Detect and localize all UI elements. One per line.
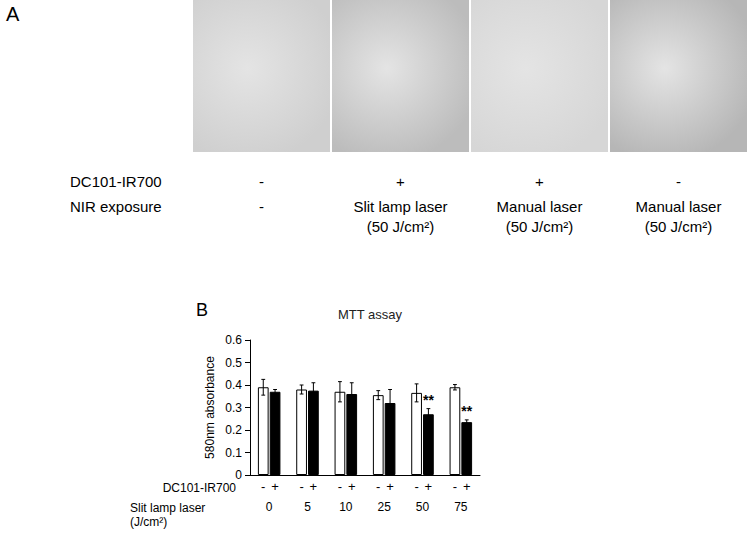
svg-text:0: 0	[266, 500, 273, 514]
svg-text:0.4: 0.4	[225, 378, 242, 392]
html-text:Manual laser (50 J/cm²): Manual laser (50 J/cm²)	[496, 198, 583, 235]
svg-text:-: -	[261, 479, 265, 494]
svg-text:25: 25	[377, 500, 391, 514]
html-text:Slit lamp laser (50 J/cm²): Slit lamp laser (50 J/cm²)	[353, 198, 448, 235]
svg-text:-: -	[376, 479, 380, 494]
svg-text:+: +	[348, 479, 356, 494]
svg-text:MTT assay: MTT assay	[338, 307, 403, 322]
svg-text:-: -	[414, 479, 418, 494]
svg-text:+: +	[425, 479, 433, 494]
svg-text:-: -	[453, 479, 457, 494]
html-text:DC101-IR700: DC101-IR700	[70, 173, 162, 190]
svg-text:Slit lamp laser: Slit lamp laser	[130, 501, 205, 515]
svg-text:-: -	[338, 479, 342, 494]
svg-text:75: 75	[454, 500, 468, 514]
svg-text:+: +	[463, 479, 471, 494]
svg-text:580nm absorbance: 580nm absorbance	[203, 356, 217, 459]
svg-text:0.2: 0.2	[225, 423, 242, 437]
svg-text:**: **	[423, 392, 434, 408]
svg-text:0.6: 0.6	[225, 333, 242, 347]
svg-text:(J/cm²): (J/cm²)	[130, 515, 167, 529]
svg-text:0.3: 0.3	[225, 401, 242, 415]
svg-text:0.5: 0.5	[225, 356, 242, 370]
html-text:NIR exposure: NIR exposure	[70, 198, 162, 215]
svg-text:+: +	[386, 479, 394, 494]
svg-text:+: +	[310, 479, 318, 494]
svg-text:**: **	[461, 403, 472, 419]
svg-text:5: 5	[304, 500, 311, 514]
svg-text:0.1: 0.1	[225, 446, 242, 460]
svg-text:0: 0	[235, 468, 242, 482]
svg-text:50: 50	[416, 500, 430, 514]
svg-text:-: -	[299, 479, 303, 494]
svg-text:+: +	[271, 479, 279, 494]
html-text:Manual laser (50 J/cm²): Manual laser (50 J/cm²)	[635, 198, 722, 235]
svg-text:B: B	[196, 300, 208, 320]
svg-text:10: 10	[339, 500, 353, 514]
svg-text:DC101-IR700: DC101-IR700	[163, 481, 237, 495]
html-text:A: A	[6, 3, 20, 25]
